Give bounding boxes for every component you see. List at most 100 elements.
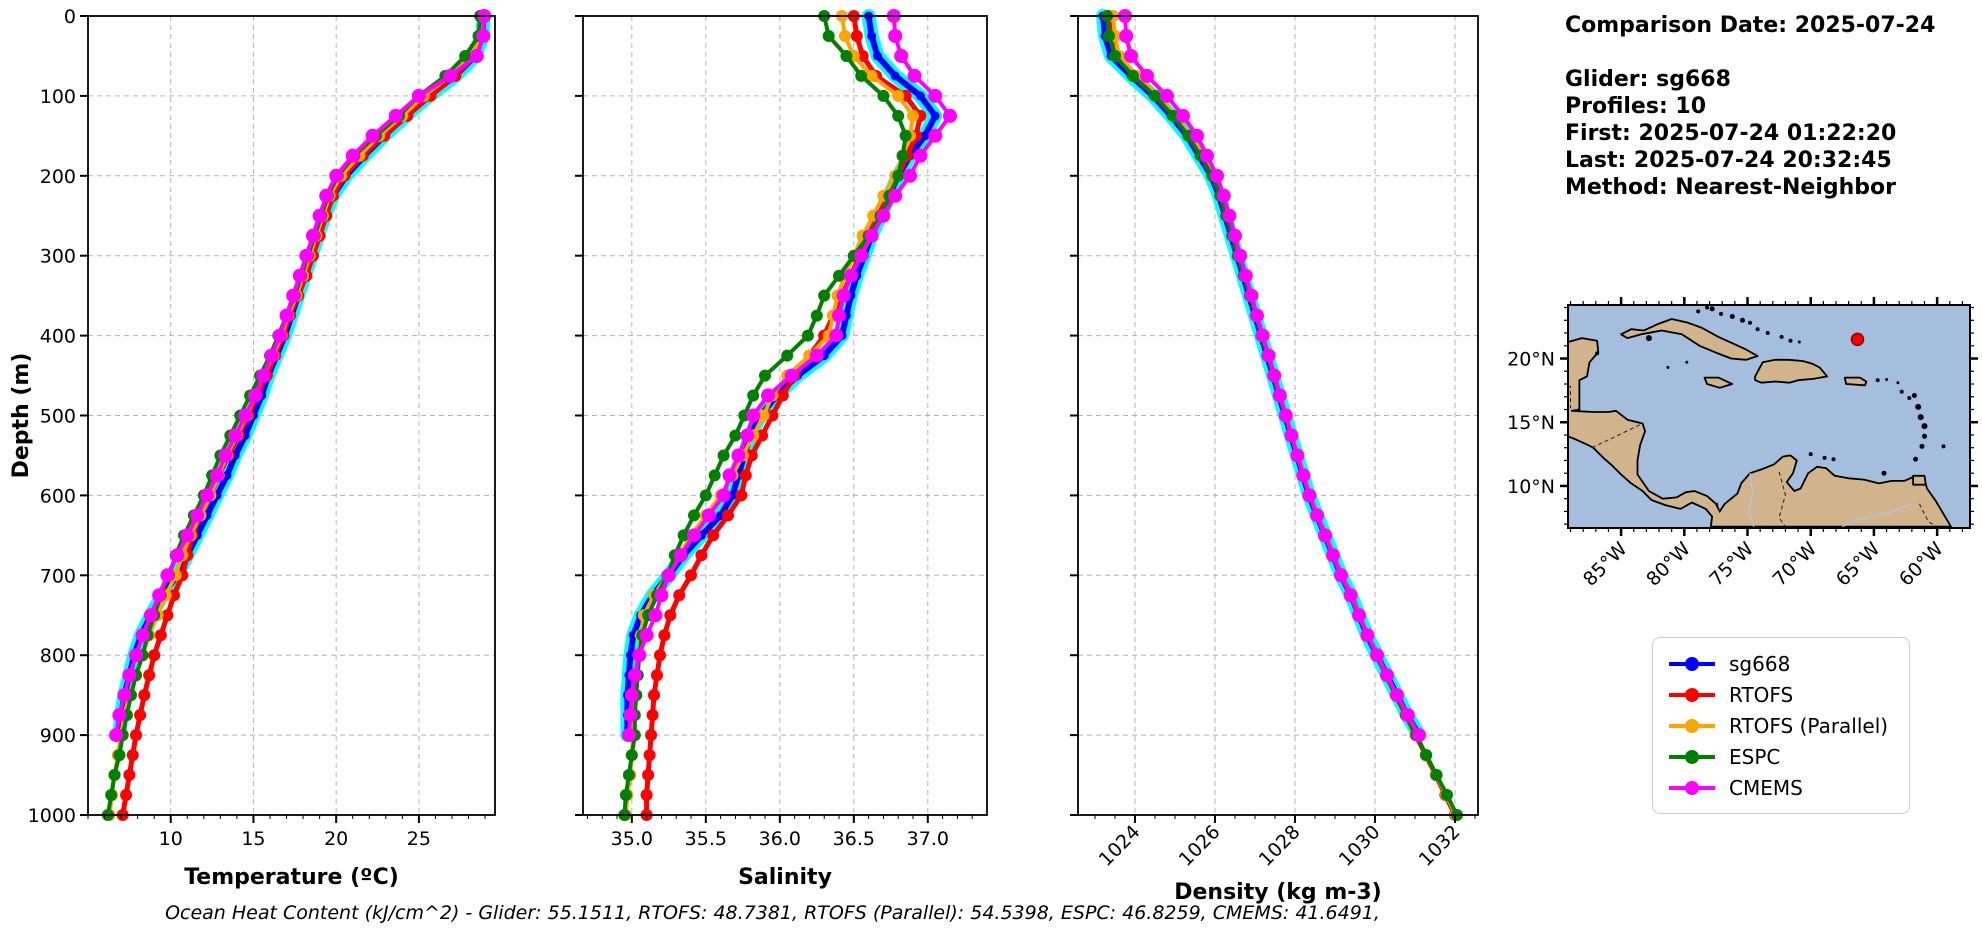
map-small-island xyxy=(1921,423,1928,430)
legend-item-cmems: CMEMS xyxy=(1667,772,1895,803)
map-small-island xyxy=(1875,378,1880,383)
ocean-heat-content-caption: Ocean Heat Content (kJ/cm^2) - Glider: 5… xyxy=(165,902,1380,924)
profiles-count-text: Profiles: 10 xyxy=(1565,94,1707,119)
legend-item-rtofs-parallel: RTOFS (Parallel) xyxy=(1667,710,1895,741)
map-small-island xyxy=(1696,309,1701,314)
x-axis-ticks xyxy=(87,815,486,823)
legend-label: CMEMS xyxy=(1729,775,1803,800)
map-small-island xyxy=(1666,365,1670,369)
map-lon-tick-label: 75°W xyxy=(1705,538,1758,591)
map-small-island xyxy=(1645,335,1652,342)
x-axis-ticks xyxy=(1094,815,1476,823)
x-axis-label: Temperature (ºC) xyxy=(184,865,399,890)
x-tick-label: 37.0 xyxy=(907,828,949,850)
info-gap xyxy=(1565,39,1935,66)
salinity-panel: 35.0 35.5 36.0 36.5 37.0 Salinity xyxy=(575,9,988,890)
map-lat-tick-label: 20°N xyxy=(1507,349,1555,371)
x-tick-label: 36.5 xyxy=(833,828,875,850)
x-tick-label: 35.0 xyxy=(611,828,653,850)
series-cmems xyxy=(109,9,492,743)
legend: sg668 RTOFS RTOFS (Parallel) ESPC CMEMS xyxy=(1652,637,1910,814)
map-ticks xyxy=(1560,297,1978,536)
map-small-island xyxy=(1748,320,1752,325)
x-tick-label: 1030 xyxy=(1335,821,1385,871)
map-lon-tick-label: 85°W xyxy=(1579,538,1632,591)
map-small-island xyxy=(1941,444,1946,449)
x-tick-label: 10 xyxy=(159,828,183,850)
x-axis-label: Salinity xyxy=(738,865,832,890)
map-small-island xyxy=(1822,455,1827,460)
map-small-island xyxy=(1779,334,1784,339)
glider-text: Glider: sg668 xyxy=(1565,67,1731,92)
map-inset: 85°W 80°W 75°W 70°W 65°W 60°W 20°N 15°N 10°N xyxy=(1507,297,1978,591)
glider-spread-halo xyxy=(112,9,491,743)
depth-tick-label: 200 xyxy=(40,166,76,188)
depth-tick-label: 900 xyxy=(40,725,76,747)
legend-key-line xyxy=(1669,780,1715,795)
map-small-island xyxy=(1917,414,1924,421)
last-profile-time-text: Last: 2025-07-24 20:32:45 xyxy=(1565,148,1892,173)
map-land xyxy=(1568,305,1952,528)
map-lon-tick-label: 60°W xyxy=(1895,538,1948,591)
series-espc xyxy=(101,10,487,821)
depth-tick-label: 600 xyxy=(40,485,76,507)
map-river xyxy=(1842,503,1913,528)
depth-tick-label: 300 xyxy=(40,246,76,268)
map-small-island xyxy=(1919,443,1925,449)
map-small-island xyxy=(1885,378,1889,381)
y-axis-label: Depth (m) xyxy=(9,353,34,479)
info-panel: Comparison Date: 2025-07-24 Glider: sg66… xyxy=(1565,12,1935,201)
x-tick-label: 1028 xyxy=(1255,821,1305,871)
map-small-island xyxy=(1831,457,1836,462)
depth-tick-label: 0 xyxy=(64,6,76,28)
map-small-island xyxy=(1705,305,1710,310)
map-lon-tick-label: 80°W xyxy=(1642,538,1695,591)
x-tick-label: 1032 xyxy=(1415,821,1465,871)
map-border xyxy=(1591,423,1643,449)
comparison-date-text: Comparison Date: 2025-07-24 xyxy=(1565,13,1936,38)
map-small-island xyxy=(1797,340,1801,344)
map-small-island xyxy=(1881,470,1887,476)
grid-lines xyxy=(583,16,987,816)
legend-label: ESPC xyxy=(1729,744,1781,769)
y-axis-ticks xyxy=(575,15,583,816)
depth-tick-label: 100 xyxy=(40,86,76,108)
map-small-island xyxy=(1719,311,1723,316)
method-text: Method: Nearest-Neighbor xyxy=(1565,175,1896,200)
map-small-island xyxy=(1907,396,1912,400)
legend-label: RTOFS (Parallel) xyxy=(1729,713,1889,738)
depth-tick-label: 400 xyxy=(40,326,76,348)
y-axis-ticks xyxy=(80,15,88,816)
legend-item-sg668: sg668 xyxy=(1667,648,1895,679)
depth-tick-label: 800 xyxy=(40,645,76,667)
map-lat-tick-label: 15°N xyxy=(1507,412,1555,434)
map-lon-tick-label: 70°W xyxy=(1769,538,1822,591)
map-lon-tick-label: 65°W xyxy=(1832,538,1885,591)
map-small-island xyxy=(1915,403,1922,410)
map-small-island xyxy=(1922,433,1927,439)
map-river xyxy=(1748,473,1755,527)
first-profile-time-text: First: 2025-07-24 01:22:20 xyxy=(1565,121,1897,146)
map-small-island xyxy=(1765,331,1770,335)
legend-key-line xyxy=(1669,687,1715,702)
glider-spread-halo xyxy=(1096,9,1426,743)
x-axis-label: Density (kg m-3) xyxy=(1174,880,1382,905)
legend-key-line xyxy=(1669,718,1715,733)
x-tick-label: 15 xyxy=(241,828,265,850)
x-tick-label: 1026 xyxy=(1175,821,1225,871)
map-small-island xyxy=(1896,381,1900,385)
temperature-panel: 10 15 20 25 0 100 200 300 400 500 600 700 800 900 1000… xyxy=(28,6,496,890)
x-tick-label: 35.5 xyxy=(685,828,727,850)
x-tick-label: 25 xyxy=(407,828,431,850)
map-small-island xyxy=(1709,306,1715,312)
map-small-island xyxy=(1740,317,1745,323)
legend-label: RTOFS xyxy=(1729,682,1794,707)
y-axis-ticks xyxy=(1070,15,1078,816)
density-panel: 1024 1026 1028 1030 1032 Density (kg m-3) xyxy=(1070,9,1479,905)
x-tick-label: 1024 xyxy=(1095,821,1145,871)
map-small-island xyxy=(1729,314,1735,319)
legend-key-line xyxy=(1669,749,1715,764)
x-axis-ticks xyxy=(586,815,973,823)
map-small-island xyxy=(1595,351,1600,356)
series-cmems xyxy=(621,9,957,743)
